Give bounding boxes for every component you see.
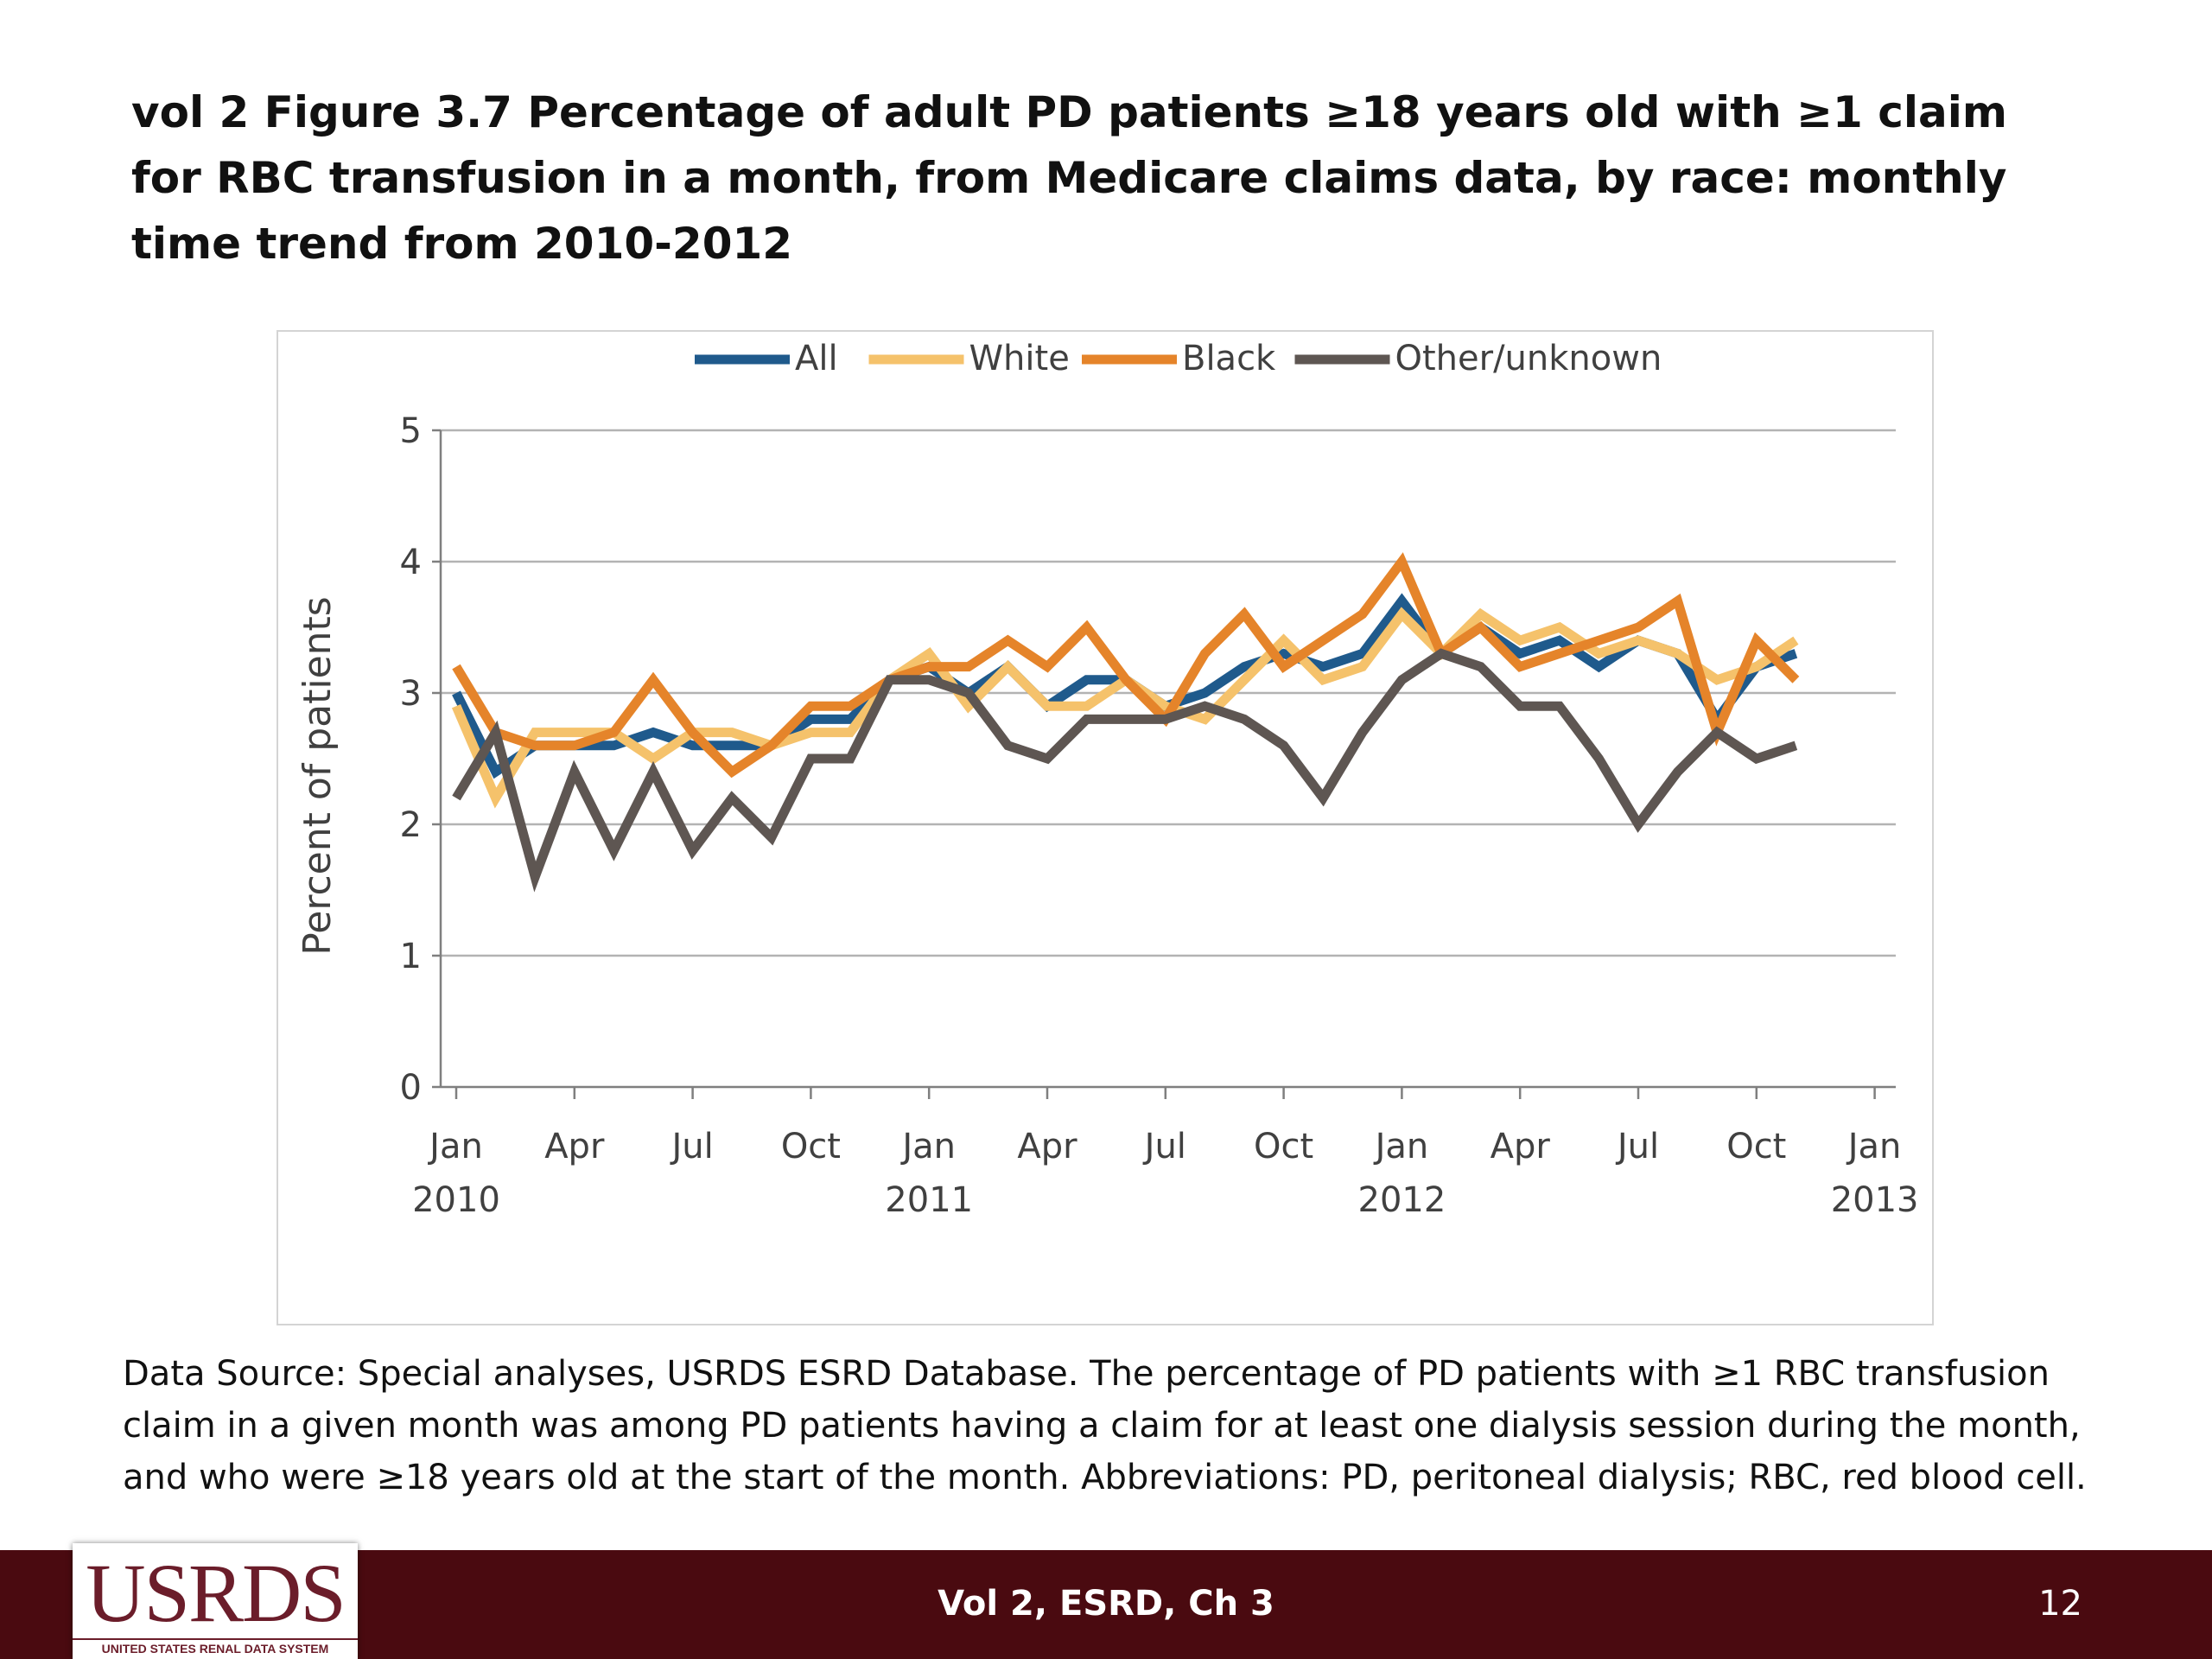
logo-subtitle: UNITED STATES RENAL DATA SYSTEM (73, 1638, 358, 1656)
y-tick-label: 0 (400, 1068, 422, 1108)
data-source-caption: Data Source: Special analyses, USRDS ESR… (123, 1354, 2087, 1497)
x-tick-label-month: Oct (1726, 1127, 1786, 1166)
legend-label: All (795, 339, 838, 378)
footer-bar (0, 1550, 2212, 1659)
series-line-other-unknown (452, 648, 1798, 893)
slide-title: vol 2 Figure 3.7 Percentage of adult PD … (131, 87, 2007, 269)
line-chart: 0 1 2 3 4 5 Jan 2010 Apr Jul Oct Jan 2011 Apr Jul Oct Ja… (296, 339, 1919, 1220)
x-tick-label-month: Apr (544, 1127, 605, 1166)
y-tick-label: 5 (400, 411, 422, 451)
legend-label: Black (1182, 339, 1276, 378)
chart-frame: 0 1 2 3 4 5 Jan 2010 Apr Jul Oct Jan 2011 Apr Jul Oct Ja… (276, 330, 1934, 1325)
x-tick-label-month: Jan (1846, 1127, 1902, 1166)
x-tick-label-month: Jan (427, 1127, 483, 1166)
x-tick-label-month: Jul (669, 1127, 713, 1166)
x-tick-label-month: Oct (1254, 1127, 1313, 1166)
usrds-logo: USRDS UNITED STATES RENAL DATA SYSTEM (73, 1543, 358, 1659)
x-tick-label-year: 2012 (1358, 1180, 1446, 1220)
footer-section-label: Vol 2, ESRD, Ch 3 (938, 1584, 1274, 1624)
logo-wordmark: USRDS (86, 1547, 346, 1639)
y-tick-label: 3 (400, 674, 422, 714)
x-tick-label-month: Jul (1142, 1127, 1186, 1166)
legend-label: Other/unknown (1395, 339, 1662, 378)
x-tick-label-year: 2010 (412, 1180, 500, 1220)
y-tick-label: 2 (400, 805, 422, 845)
series-line-black (452, 552, 1800, 779)
x-tick-label-month: Jan (899, 1127, 956, 1166)
y-tick-label: 1 (400, 937, 422, 976)
y-tick-label: 4 (400, 543, 422, 582)
legend-label: White (969, 339, 1070, 378)
y-axis-label: Percent of patients (296, 596, 340, 955)
x-tick-label-year: 2013 (1831, 1180, 1919, 1220)
x-tick-label-month: Jul (1615, 1127, 1659, 1166)
x-tick-label-month: Jan (1373, 1127, 1429, 1166)
x-tick-label-month: Apr (1017, 1127, 1077, 1166)
x-tick-label-year: 2011 (885, 1180, 973, 1220)
x-tick-label-month: Oct (781, 1127, 841, 1166)
page-number: 12 (2038, 1584, 2082, 1624)
x-tick-label-month: Apr (1491, 1127, 1551, 1166)
